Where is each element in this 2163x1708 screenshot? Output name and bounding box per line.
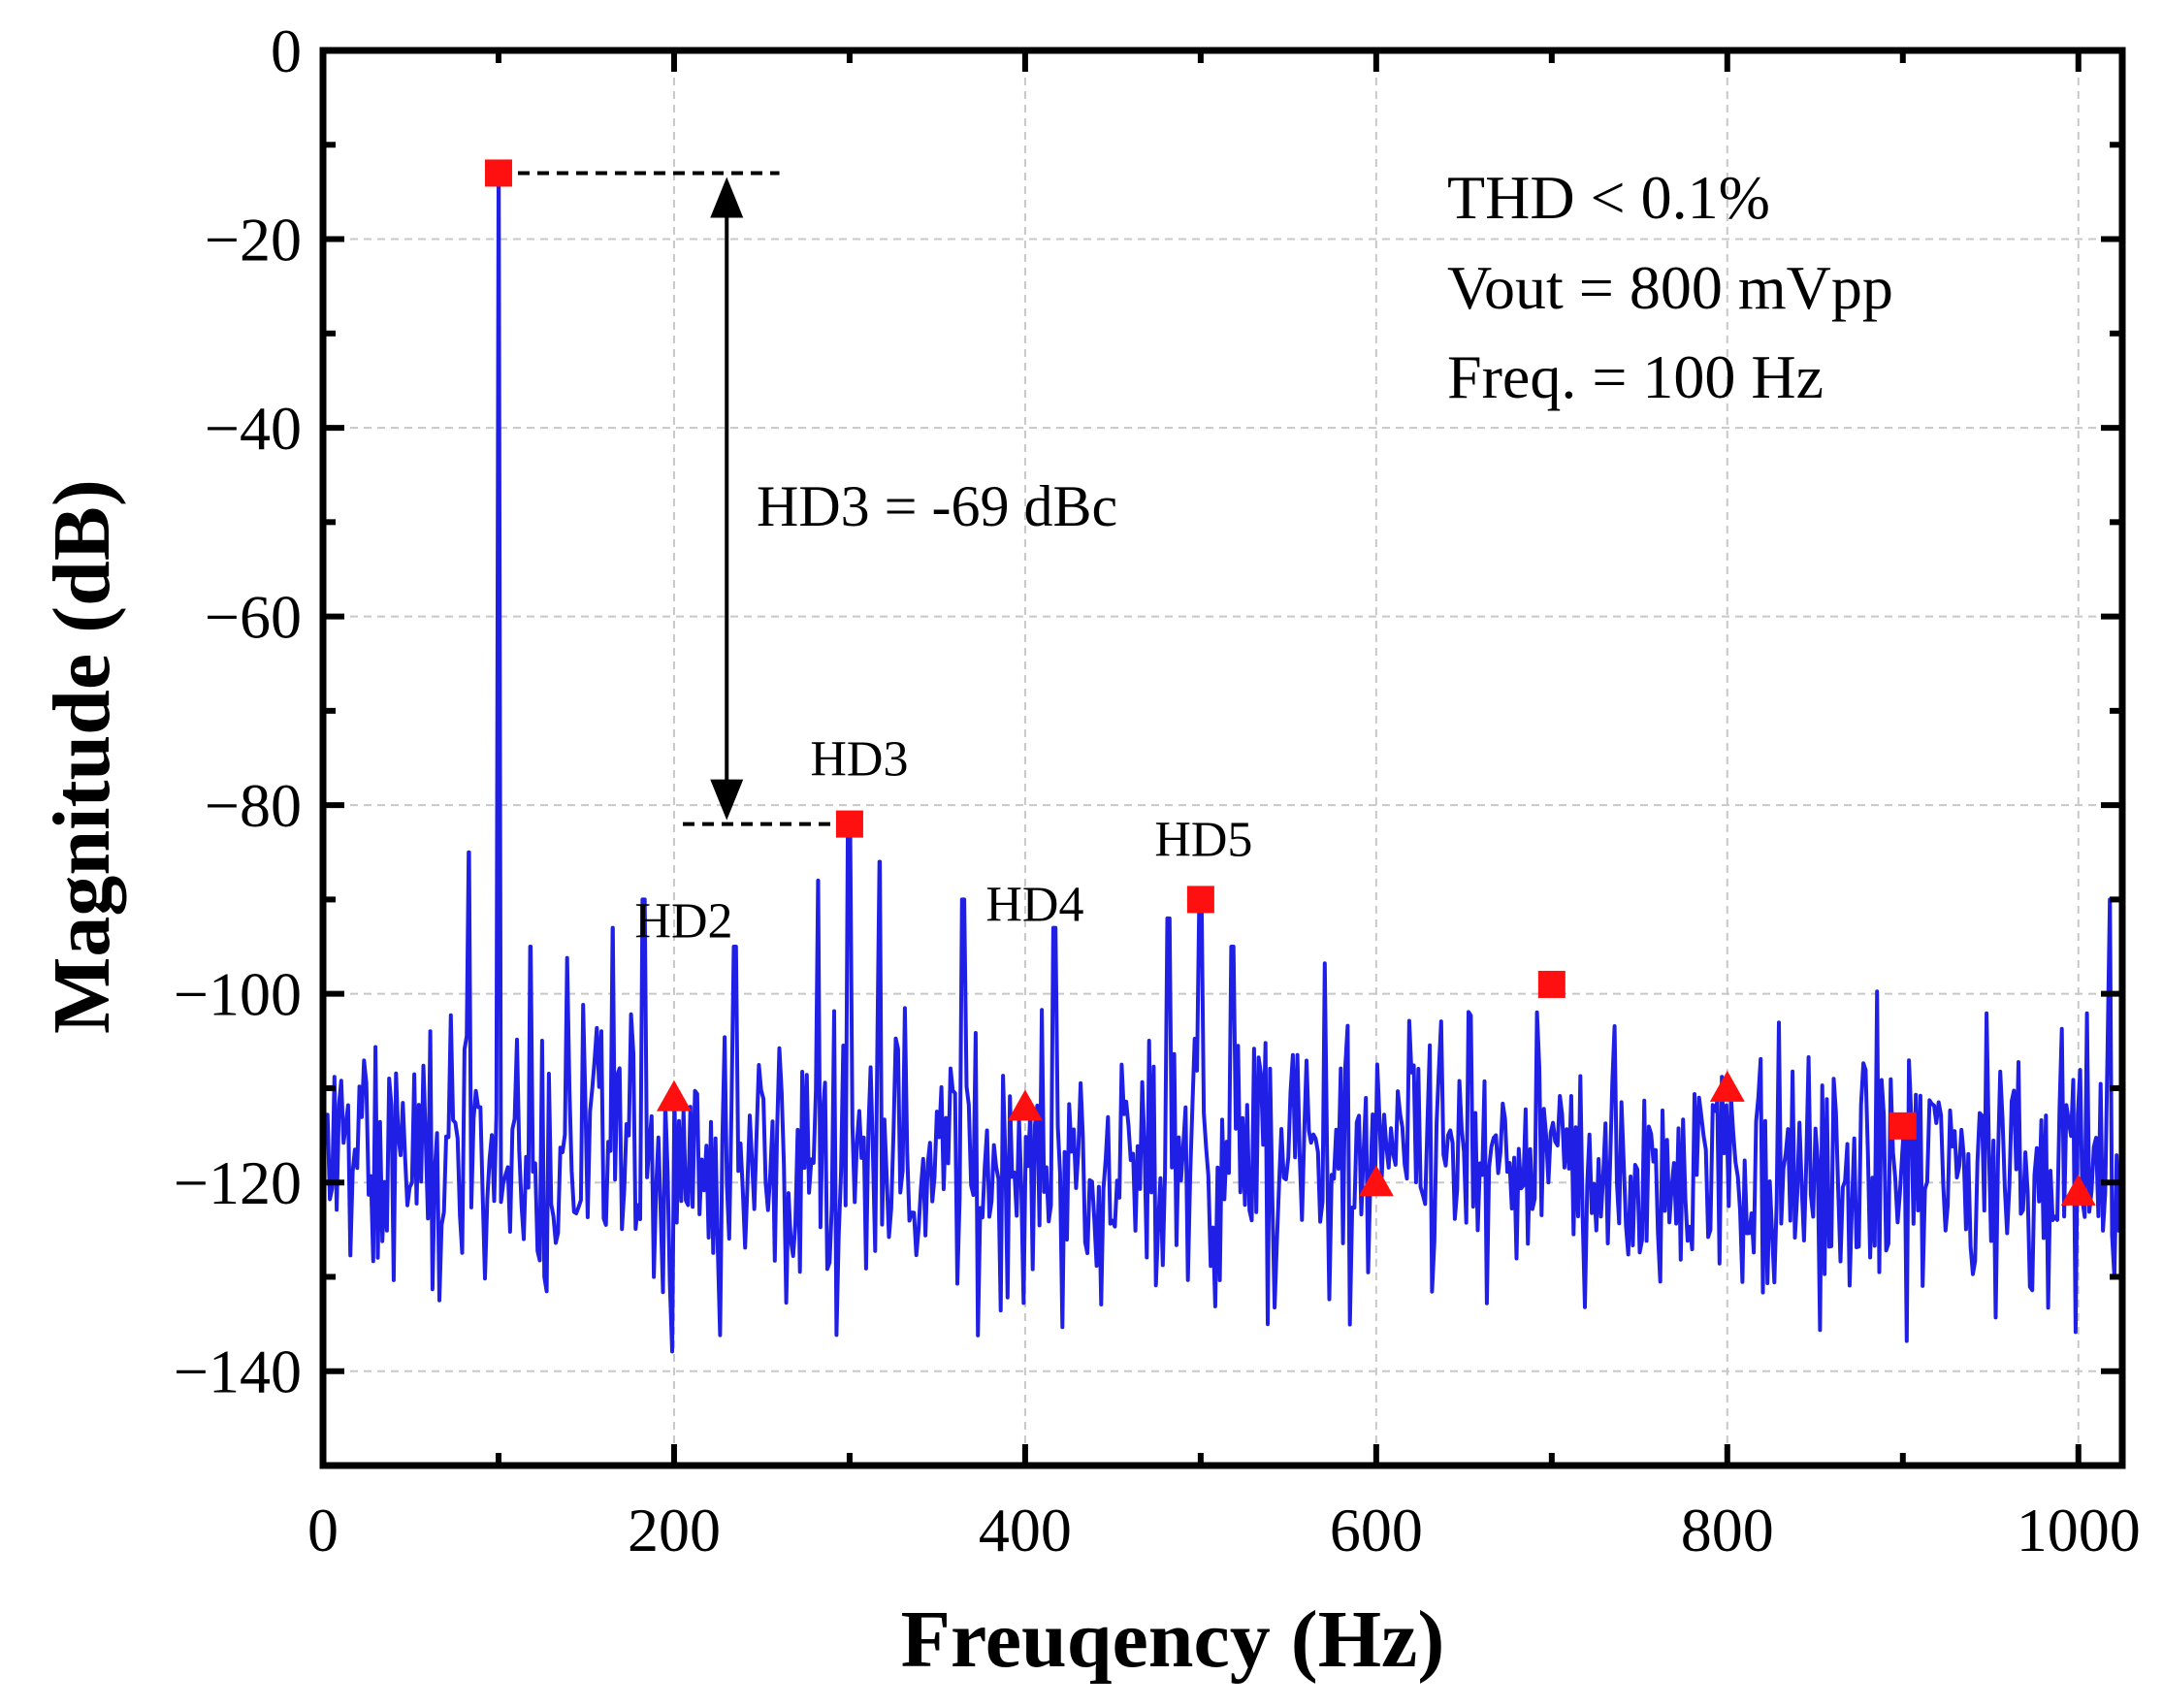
arrow-down-icon (710, 779, 744, 821)
harmonic-marker-triangle (656, 1080, 692, 1112)
x-axis-title: Freuqency (Hz) (901, 1595, 1445, 1685)
vout-text: Vout = 800 mVpp (1447, 253, 1893, 322)
harmonic-marker-square (1186, 886, 1214, 914)
x-tick-label: 600 (1330, 1496, 1423, 1564)
harmonic-label: HD5 (1154, 812, 1252, 867)
spectrum-line (321, 171, 2123, 1354)
x-tick-label: 800 (1681, 1496, 1774, 1564)
y-tick-label: −60 (205, 583, 302, 652)
harmonic-label: HD4 (985, 877, 1083, 932)
x-tick-labels: 0 200 400 600 800 1000 (307, 1496, 2141, 1564)
thd-text: THD < 0.1% (1447, 163, 1770, 232)
y-tick-label: −100 (174, 960, 302, 1029)
hd3-measure-label: HD3 = -69 dBc (757, 474, 1117, 538)
hd3-reference-lines (498, 171, 850, 826)
x-tick-label: 400 (979, 1496, 1072, 1564)
y-tick-label: −120 (174, 1148, 302, 1217)
spectrum-series (321, 171, 2123, 1354)
harmonic-marker-triangle (1709, 1070, 1745, 1102)
harmonic-marker-square (1537, 970, 1566, 998)
plot-frame (319, 47, 2126, 1469)
x-tick-label: 1000 (2017, 1496, 2141, 1564)
harmonic-marker-square (484, 159, 512, 187)
y-tick-label: −140 (174, 1337, 302, 1406)
y-tick-label: −80 (205, 771, 302, 840)
harmonic-label: HD3 (810, 732, 908, 788)
y-tick-label: −40 (205, 394, 302, 463)
harmonic-marker-square (1889, 1112, 1917, 1140)
y-tick-label: 0 (271, 16, 302, 85)
y-tick-label: −20 (205, 206, 302, 274)
harmonic-marker-triangle (2060, 1174, 2096, 1206)
y-axis-title: Magnitude (dB) (37, 479, 127, 1034)
harmonic-marker-triangle (1358, 1165, 1394, 1197)
freq-text: Freq. = 100 Hz (1447, 342, 1824, 411)
y-tick-labels: 0 −20 −40 −60 −80 −100 −120 −140 (174, 16, 302, 1406)
harmonic-marker-square (835, 810, 863, 838)
arrow-up-icon (710, 177, 744, 218)
x-tick-label: 0 (307, 1496, 339, 1564)
x-tick-label: 200 (628, 1496, 721, 1564)
harmonic-markers: HD2 HD3 HD4 HD5 (484, 159, 2096, 1206)
harmonic-marker-triangle (1007, 1089, 1043, 1121)
axis-ticks (320, 48, 2122, 1468)
info-box: THD < 0.1% Vout = 800 mVpp Freq. = 100 H… (1447, 163, 1893, 411)
harmonic-label: HD2 (634, 894, 732, 950)
